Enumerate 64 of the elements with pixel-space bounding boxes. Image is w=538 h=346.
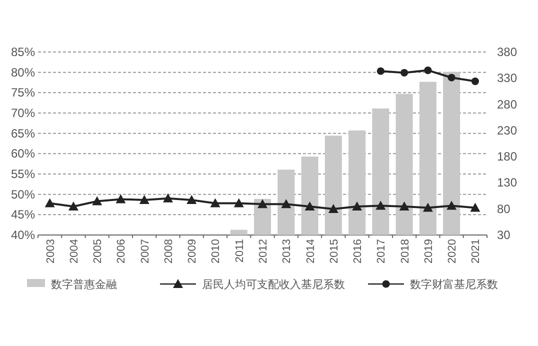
x-tick-label: 2014: [304, 239, 317, 264]
point: [328, 204, 338, 213]
x-tick-label: 2016: [352, 239, 364, 264]
y2-tick-label: 330: [497, 71, 518, 86]
point: [139, 195, 150, 204]
y-tick-label: 75%: [10, 86, 36, 100]
x-tick-label: 2015: [328, 239, 340, 264]
x-tick-label: 2011: [234, 239, 246, 263]
point: [162, 193, 173, 202]
x-tick-label: 2008: [162, 239, 175, 264]
point: [116, 194, 126, 204]
point: [352, 202, 362, 211]
y-tick-label: 50%: [10, 187, 36, 202]
x-tick-label: 2021: [470, 239, 482, 264]
y-tick-label: 70%: [10, 106, 36, 120]
y2-tick-label: 180: [497, 150, 518, 164]
point: [44, 198, 55, 208]
point: [448, 74, 456, 82]
point: [304, 202, 315, 211]
y-tick-label: 45%: [10, 208, 36, 222]
x-tick-label: 2010: [210, 239, 222, 264]
point: [376, 67, 384, 75]
point: [399, 202, 410, 211]
point: [424, 66, 432, 74]
point: [92, 196, 102, 206]
point: [258, 199, 268, 208]
legend-label: 数字财富基尼系数: [410, 278, 498, 291]
x-tick-label: 2018: [399, 239, 412, 264]
point: [422, 202, 433, 212]
legend-label: 数字普惠金融: [51, 278, 117, 291]
point: [186, 195, 197, 204]
point: [210, 198, 220, 208]
x-tick-label: 2003: [44, 239, 57, 264]
y-tick-label: 65%: [10, 126, 36, 140]
y-tick-label: 85%: [10, 45, 36, 59]
y2-tick-label: 280: [497, 97, 518, 112]
point: [234, 198, 244, 208]
y2-tick-label: 230: [497, 123, 518, 138]
y2-tick-label: 80: [497, 202, 511, 216]
x-tick-label: 2004: [68, 239, 80, 264]
y-tick-label: 80%: [10, 65, 36, 80]
x-tick-label: 2009: [186, 239, 199, 264]
x-tick-label: 2005: [92, 239, 104, 264]
x-tick-label: 2007: [139, 239, 152, 264]
x-tick-label: 2006: [116, 239, 128, 264]
y-tick-label: 40%: [10, 228, 36, 242]
y2-tick-label: 380: [497, 45, 518, 59]
point: [446, 200, 457, 210]
point: [281, 199, 292, 208]
y2-tick-label: 30: [497, 228, 511, 242]
legend-label: 居民人均可支配收入基尼系数: [202, 278, 345, 291]
x-tick-label: 2020: [446, 239, 459, 264]
y2-tick-label: 130: [497, 176, 518, 190]
point: [68, 202, 78, 211]
x-tick-label: 2013: [281, 239, 294, 264]
x-tick-label: 2012: [258, 239, 270, 264]
y-tick-label: 60%: [10, 146, 36, 161]
y-tick-label: 55%: [10, 167, 36, 181]
point: [470, 202, 480, 212]
point: [400, 68, 408, 77]
x-tick-label: 2019: [422, 239, 435, 264]
point: [376, 200, 386, 210]
x-tick-label: 2017: [376, 239, 388, 264]
point: [471, 77, 479, 86]
